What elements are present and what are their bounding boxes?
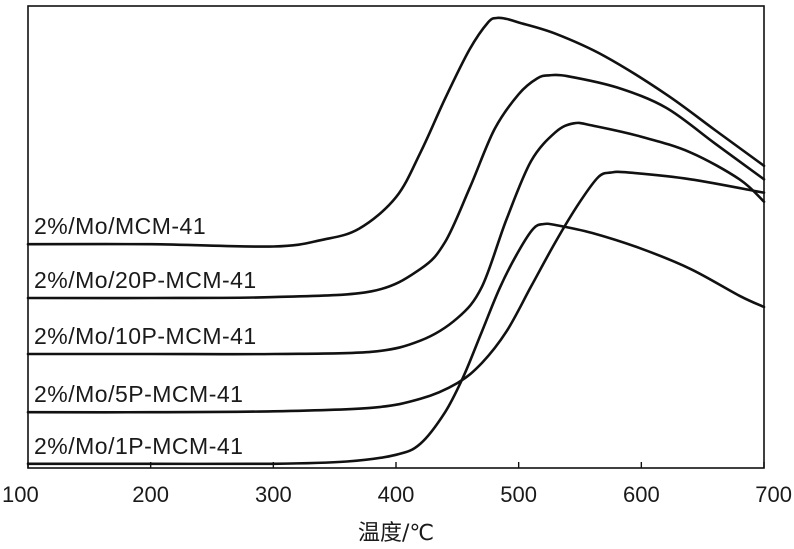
x-tick-label: 500 [500, 482, 537, 507]
series-line [26, 121, 766, 356]
series-line [26, 170, 766, 414]
series-labels: 2%/Mo/MCM-41 2%/Mo/20P-MCM-41 2%/Mo/10P-MC… [34, 213, 257, 459]
series-label: 2%/Mo/20P-MCM-41 [34, 267, 257, 293]
series-curves [26, 16, 766, 466]
x-tick-label: 100 [2, 482, 39, 507]
x-tick-label: 300 [255, 482, 292, 507]
x-tick-label: 700 [755, 482, 792, 507]
series-line [26, 16, 766, 248]
series-label: 2%/Mo/MCM-41 [34, 213, 206, 239]
x-axis-title: 温度/℃ [358, 521, 434, 546]
x-tick-label: 200 [132, 482, 169, 507]
x-tick-label: 400 [378, 482, 415, 507]
series-label: 2%/Mo/5P-MCM-41 [34, 381, 243, 407]
series-label: 2%/Mo/10P-MCM-41 [34, 323, 257, 349]
series-line [26, 73, 766, 300]
x-axis-ticks: 100 200 300 400 500 600 700 [2, 462, 792, 507]
x-tick-label: 600 [623, 482, 660, 507]
series-label: 2%/Mo/1P-MCM-41 [34, 433, 243, 459]
series-line [26, 222, 766, 466]
